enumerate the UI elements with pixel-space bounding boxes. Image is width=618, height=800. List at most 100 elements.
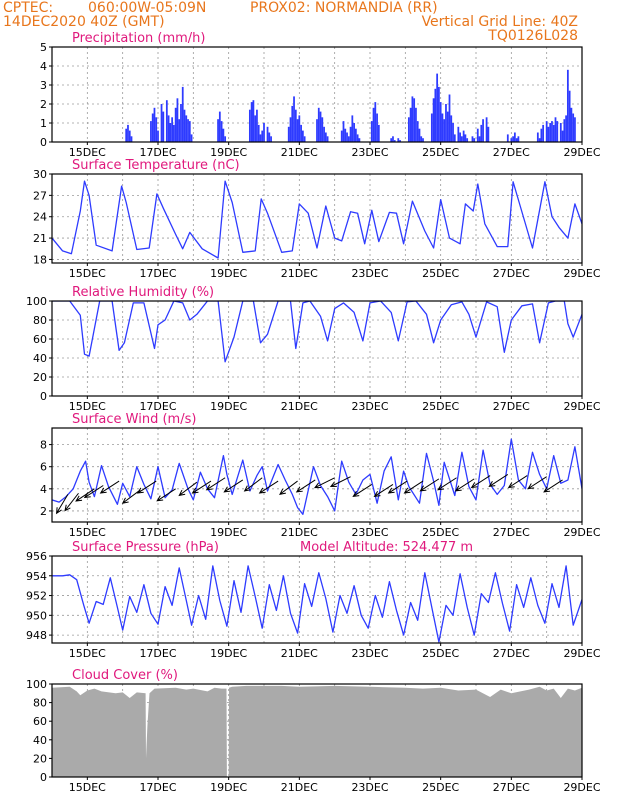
y-tick-label: 952 <box>26 590 47 603</box>
wind-vector <box>403 480 424 494</box>
precip-bar <box>538 138 541 142</box>
precip-bar <box>150 121 152 142</box>
wind-vector <box>454 478 475 492</box>
precip-bar <box>409 107 412 142</box>
precip-bar <box>155 117 158 142</box>
wind-vector <box>64 492 79 512</box>
precip-bar <box>485 117 488 142</box>
precip-bar <box>563 119 566 142</box>
model-code-label: TQ0126L028 <box>488 28 578 44</box>
precip-bar <box>323 126 325 142</box>
precip-bar <box>418 128 421 142</box>
precip-bar <box>296 119 299 142</box>
precip-bar <box>188 121 191 142</box>
panel-2: 18 21 24 27 30 15DEC 17DEC 19DEC 21DEC 23DEC 25DEC… <box>33 158 601 280</box>
precip-bar <box>222 128 225 142</box>
precip-bar <box>125 128 128 142</box>
precip-bar <box>476 128 479 142</box>
precip-bar <box>266 126 269 142</box>
precip-bar <box>178 119 181 142</box>
precip-bar <box>353 123 355 142</box>
x-tick-label: 27DEC <box>493 267 530 280</box>
x-tick-label: 15DEC <box>69 146 106 159</box>
x-tick-label: 25DEC <box>422 647 459 660</box>
precip-bar <box>162 111 165 142</box>
precip-bar <box>224 136 227 142</box>
x-tick-label: 29DEC <box>563 781 600 794</box>
precip-bar <box>346 132 348 142</box>
precip-bar <box>420 136 423 142</box>
precip-bar <box>174 107 177 142</box>
y-tick-label: 0 <box>40 136 47 149</box>
y-tick-label: 4 <box>40 60 47 73</box>
panel-5: 948 950 952 954 956 15DEC 17DEC 19DEC 21DEC 23DEC… <box>26 540 601 660</box>
wind-vector <box>121 489 141 504</box>
precip-bar <box>157 130 159 142</box>
precip-bar <box>390 138 393 142</box>
x-tick-label: 23DEC <box>351 781 388 794</box>
y-tick-label: 60 <box>33 715 47 728</box>
precip-bar <box>568 90 571 142</box>
precip-bar <box>540 128 543 142</box>
y-tick-label: 40 <box>33 352 47 365</box>
x-tick-label: 23DEC <box>351 526 388 539</box>
grid-note-label: Vertical Grid Line: 40Z <box>421 14 578 30</box>
precip-bar <box>342 121 345 142</box>
x-tick-label: 23DEC <box>351 400 388 413</box>
y-tick-label: 21 <box>33 232 47 245</box>
precip-bar <box>171 117 174 142</box>
x-tick-label: 23DEC <box>351 146 388 159</box>
panel-3: 0 20 40 60 80 100 15DEC 17DEC 19DEC 21DEC 23DEC 25D… <box>26 285 601 413</box>
y-tick-label: 100 <box>26 295 47 308</box>
wind-vector <box>373 483 394 497</box>
wind-vector <box>243 477 263 492</box>
wind-vector <box>223 479 244 493</box>
precip-bar <box>289 117 292 142</box>
y-tick-label: 950 <box>26 609 47 622</box>
precip-bar <box>415 107 417 142</box>
x-tick-label: 23DEC <box>351 267 388 280</box>
x-tick-label: 29DEC <box>563 647 600 660</box>
y-tick-label: 18 <box>33 253 47 266</box>
precip-bar <box>566 69 569 142</box>
y-tick-label: 948 <box>26 629 47 642</box>
y-tick-label: 20 <box>33 371 47 384</box>
y-tick-label: 2 <box>40 98 47 111</box>
panel-title: Precipitation (mm/h) <box>72 31 205 46</box>
precip-bar <box>263 123 265 142</box>
precip-bar <box>545 121 548 142</box>
precip-bar <box>460 136 463 142</box>
x-tick-label: 25DEC <box>422 146 459 159</box>
precip-bar <box>457 126 460 142</box>
x-tick-label: 17DEC <box>139 146 176 159</box>
wind-vector <box>136 480 157 494</box>
precip-bar <box>446 111 449 142</box>
x-tick-label: 17DEC <box>139 781 176 794</box>
y-tick-label: 40 <box>33 734 47 747</box>
precip-bar <box>356 134 359 142</box>
precip-bar <box>324 132 327 142</box>
x-tick-label: 21DEC <box>281 781 318 794</box>
precip-bar <box>464 134 467 142</box>
precip-bar <box>127 124 129 142</box>
panel-frame <box>51 555 583 644</box>
x-tick-label: 21DEC <box>281 400 318 413</box>
x-tick-label: 17DEC <box>139 267 176 280</box>
x-tick-label: 29DEC <box>563 526 600 539</box>
precip-bar <box>392 136 394 142</box>
x-tick-label: 15DEC <box>69 267 106 280</box>
precip-bar <box>374 102 377 142</box>
wind-vector <box>419 478 440 492</box>
precip-bar <box>556 121 559 142</box>
precip-bar <box>259 134 262 142</box>
agency-label: CPTEC: <box>3 0 54 16</box>
precip-bar <box>506 134 509 142</box>
precip-bar <box>443 119 446 142</box>
panel-title: Surface Wind (m/s) <box>72 412 196 427</box>
y-tick-label: 2 <box>40 505 47 518</box>
precip-bar <box>515 138 518 142</box>
panel-title: Surface Temperature (nC) <box>72 158 240 173</box>
wind-vector <box>55 494 69 515</box>
precip-bar <box>268 132 271 142</box>
y-tick-label: 80 <box>33 314 47 327</box>
